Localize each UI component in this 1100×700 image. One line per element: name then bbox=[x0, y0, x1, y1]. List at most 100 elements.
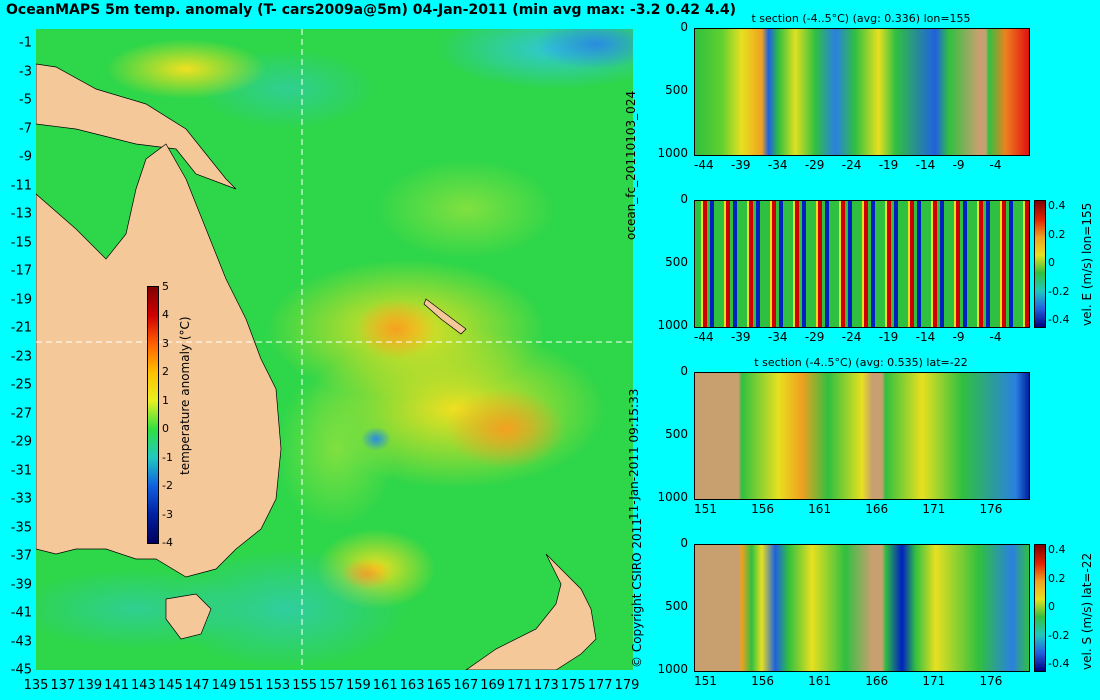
t-section-lon-x-tick: -34 bbox=[767, 158, 788, 172]
vel-s-colorbar-tick: 0 bbox=[1048, 600, 1055, 613]
vel-s-colorbar-tick: 0.2 bbox=[1048, 571, 1066, 585]
t-section-lon-y-tick: 500 bbox=[665, 83, 688, 97]
lon-tick-label: 169 bbox=[480, 678, 506, 693]
vel-s-x-tick: 161 bbox=[808, 674, 832, 688]
vel-e-x-tick: -4 bbox=[989, 330, 1002, 344]
t-section-lat-x-tick: 161 bbox=[808, 502, 832, 516]
t-section-lon-y-tick: 0 bbox=[680, 20, 688, 34]
t-section-lon-x-tick: -14 bbox=[915, 158, 936, 172]
vel-e-x-tick: -39 bbox=[730, 330, 751, 344]
vel-e-colorbar-label: vel. E (m/s) lon=155 bbox=[1080, 202, 1094, 326]
t-section-lat-x-tick: 151 bbox=[694, 502, 717, 516]
t-section-lat-y-tick: 500 bbox=[665, 427, 688, 441]
lon-tick-label: 153 bbox=[265, 678, 291, 693]
lat-tick-label: -11 bbox=[10, 178, 32, 193]
vel-e-y-tick: 1000 bbox=[657, 318, 688, 332]
map-colorbar-tick: 0 bbox=[162, 422, 169, 436]
lon-tick-label: 135 bbox=[23, 678, 49, 693]
map-colorbar-tick: -1 bbox=[162, 450, 173, 464]
vel-e-colorbar bbox=[1034, 200, 1046, 328]
vel-e-x-tick: -29 bbox=[804, 330, 825, 344]
lon-tick-label: 149 bbox=[211, 678, 237, 693]
t-section-lon-x-tick: -4 bbox=[989, 158, 1002, 172]
vel-e-x-tick: -19 bbox=[878, 330, 899, 344]
vel-s-plot bbox=[694, 544, 1030, 672]
lat-tick-label: -35 bbox=[10, 520, 32, 535]
copyright-label: © Copyright CSIRO 2011 bbox=[630, 518, 644, 668]
vel-e-x-tick: -9 bbox=[952, 330, 965, 344]
t-section-lat-x-tick: 156 bbox=[751, 502, 774, 516]
vel-e-colorbar-tick: 0.4 bbox=[1048, 199, 1066, 212]
vel-s-x-tick: 171 bbox=[922, 674, 946, 688]
vel-s-x-tick: 156 bbox=[751, 674, 774, 688]
t-section-lon-x-tick: -39 bbox=[730, 158, 751, 172]
lon-tick-label: 171 bbox=[507, 678, 532, 693]
map-colorbar-tick: -4 bbox=[162, 536, 173, 549]
t-section-lon-plot bbox=[694, 28, 1030, 156]
lon-tick-label: 163 bbox=[399, 678, 425, 693]
vel-e-colorbar-tick: -0.2 bbox=[1048, 284, 1070, 298]
vel-s-colorbar-label: vel. S (m/s) lat=-22 bbox=[1080, 552, 1094, 670]
vel-e-plot bbox=[694, 200, 1030, 328]
vel-s-colorbar-tick: -0.2 bbox=[1048, 628, 1070, 642]
map-colorbar-tick: 1 bbox=[162, 393, 169, 407]
vel-e-y-tick: 500 bbox=[665, 255, 688, 269]
map-colorbar bbox=[147, 286, 159, 544]
lon-tick-label: 157 bbox=[319, 678, 344, 693]
lon-tick-label: 143 bbox=[131, 678, 156, 693]
lon-tick-label: 161 bbox=[372, 678, 398, 693]
lon-tick-label: 141 bbox=[104, 678, 129, 693]
lat-tick-label: -21 bbox=[10, 320, 32, 336]
t-section-lon-x-tick: -9 bbox=[952, 158, 965, 172]
lat-tick-label: -43 bbox=[10, 634, 32, 649]
lon-tick-label: 137 bbox=[50, 678, 76, 693]
map-colorbar-tick: 5 bbox=[162, 280, 169, 293]
vel-s-x-tick: 151 bbox=[694, 674, 717, 688]
lat-tick-label: -45 bbox=[10, 662, 32, 678]
t-section-lat-y-tick: 0 bbox=[680, 364, 688, 378]
map-colorbar-tick: 2 bbox=[162, 365, 169, 379]
vel-s-y-tick: 0 bbox=[680, 536, 688, 550]
lat-tick-label: -39 bbox=[10, 577, 32, 592]
vel-s-x-tick: 166 bbox=[865, 674, 889, 688]
vel-e-x-tick: -44 bbox=[694, 330, 714, 344]
lat-tick-label: -7 bbox=[19, 121, 32, 136]
map-colorbar-tick: -2 bbox=[162, 479, 173, 493]
lat-tick-label: -19 bbox=[10, 292, 32, 307]
lat-tick-label: -15 bbox=[10, 235, 32, 250]
map-colorbar-label: temperature anomaly (°C) bbox=[178, 316, 192, 475]
vel-s-y-tick: 1000 bbox=[657, 662, 688, 676]
lat-tick-label: -9 bbox=[19, 149, 32, 165]
lon-tick-label: 175 bbox=[560, 678, 586, 693]
lat-tick-label: -41 bbox=[10, 605, 32, 621]
t-section-lon-x-tick: -29 bbox=[804, 158, 825, 172]
vel-s-colorbar bbox=[1034, 544, 1046, 672]
latitude-axis: -1 -3 -5 -7 -9 -11 -13 -15 -17 -19 -21 -23 -25 -27 -29… bbox=[0, 29, 36, 678]
lat-tick-label: -37 bbox=[10, 548, 32, 564]
lon-tick-label: 179 bbox=[614, 678, 640, 693]
lat-tick-label: -25 bbox=[10, 377, 32, 393]
t-section-lon-title: t section (-4..5°C) (avg: 0.336) lon=155 bbox=[751, 12, 971, 25]
lon-tick-label: 177 bbox=[587, 678, 613, 693]
lon-tick-label: 165 bbox=[426, 678, 452, 693]
lon-tick-label: 173 bbox=[533, 678, 559, 693]
t-section-lon-x-tick: -24 bbox=[841, 158, 862, 172]
lon-tick-label: 167 bbox=[453, 678, 479, 693]
vel-e-colorbar-tick: 0.2 bbox=[1048, 227, 1066, 241]
map-title: OceanMAPS 5m temp. anomaly (T- cars2009a… bbox=[6, 2, 737, 18]
lat-tick-label: -17 bbox=[10, 263, 32, 279]
lat-tick-label: -3 bbox=[19, 64, 32, 79]
lat-tick-label: -29 bbox=[10, 434, 32, 450]
vel-s-x-tick: 176 bbox=[979, 674, 1003, 688]
t-section-lat-y-tick: 1000 bbox=[657, 490, 688, 504]
vel-s-y-tick: 500 bbox=[665, 599, 688, 613]
lat-tick-label: -23 bbox=[10, 349, 32, 364]
lon-tick-label: 145 bbox=[157, 678, 183, 693]
t-section-lat-plot bbox=[694, 372, 1030, 500]
lon-tick-label: 155 bbox=[292, 678, 318, 693]
t-section-lon-x-tick: -44 bbox=[694, 158, 714, 172]
lon-tick-label: 147 bbox=[184, 678, 210, 693]
map-colorbar-tick: 4 bbox=[162, 308, 169, 322]
date-label: 11-Jan-2011 09:15:33 bbox=[627, 388, 641, 520]
t-section-lat-x-tick: 176 bbox=[979, 502, 1003, 516]
